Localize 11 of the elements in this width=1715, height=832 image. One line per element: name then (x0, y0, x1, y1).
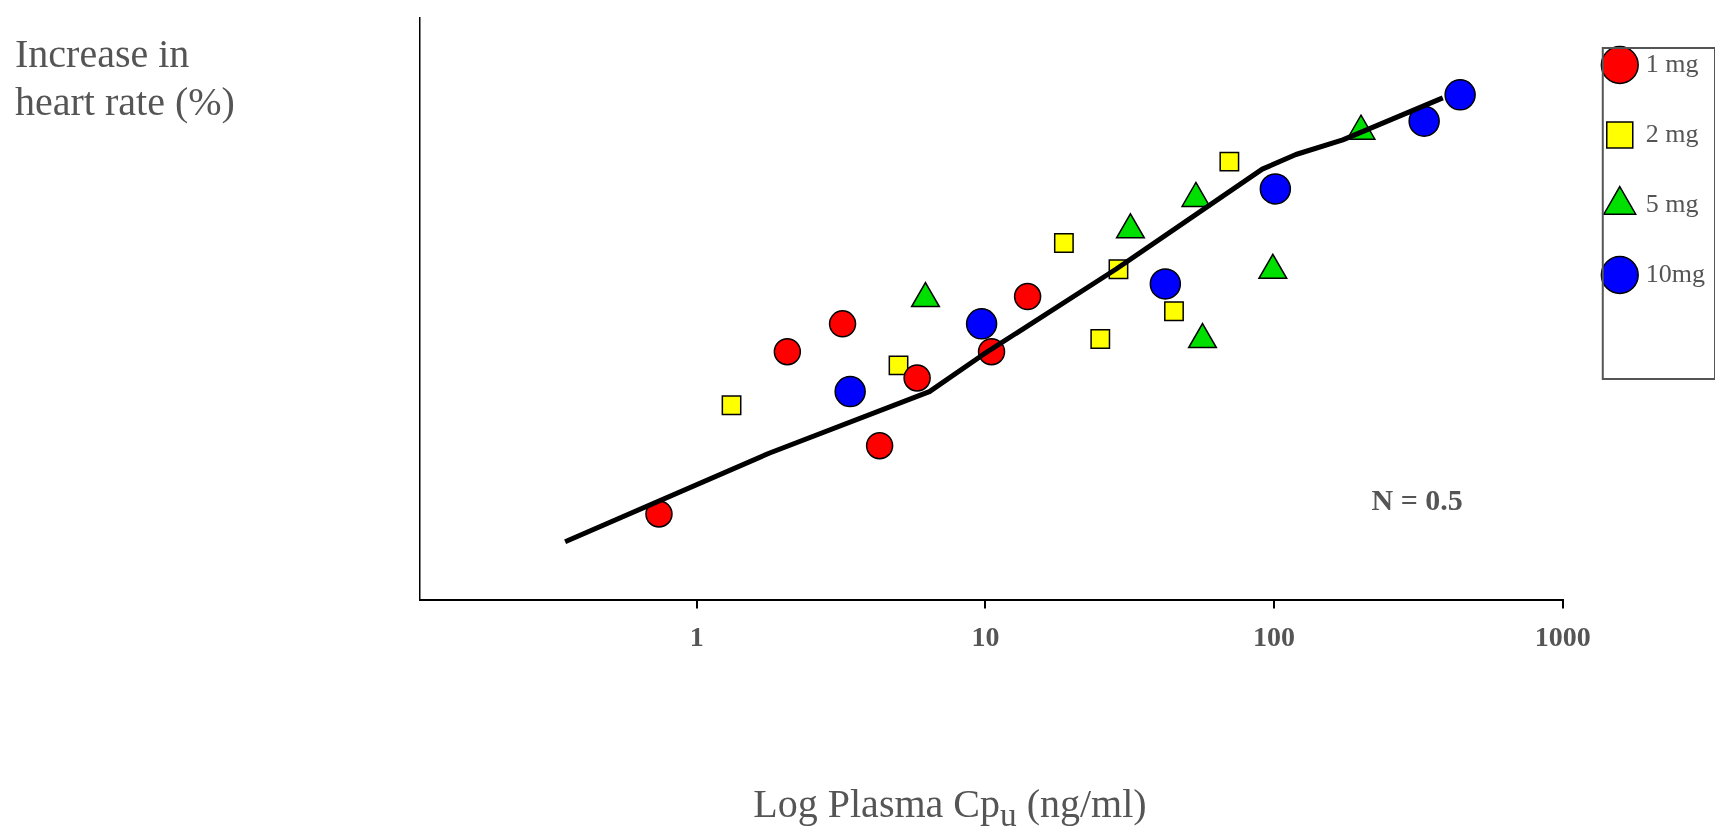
annotation: N = 0.5 (1371, 483, 1463, 517)
x-tick-label: 100 (1253, 621, 1296, 653)
x-tick-label: 1 (689, 621, 704, 653)
legend-label: 5 mg (1645, 188, 1699, 218)
x-tick-label: 10 (971, 621, 1000, 653)
legend-label: 1 mg (1645, 48, 1699, 78)
x-tick-label: 1000 (1534, 621, 1591, 653)
legend-label: 10mg (1645, 258, 1706, 288)
y-axis-title: Increase in heart rate (%) (15, 30, 236, 126)
x-axis-title: Log Plasma Cp$_{u}$ (ng/ml) (752, 780, 1148, 832)
legend-label: 2 mg (1645, 118, 1699, 148)
